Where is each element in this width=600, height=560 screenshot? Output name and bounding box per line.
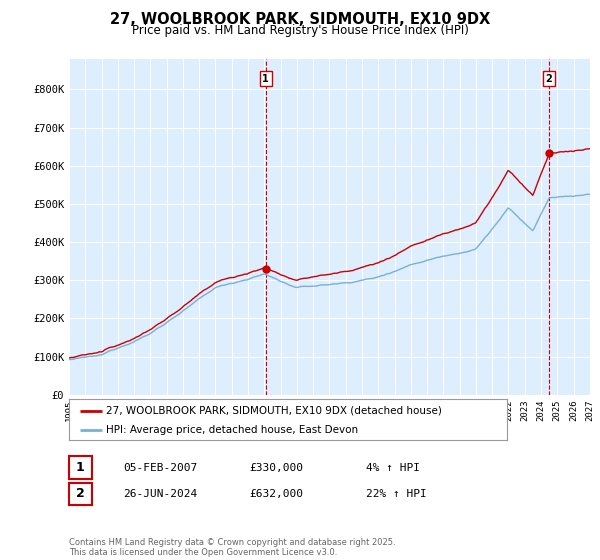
Text: 05-FEB-2007: 05-FEB-2007 <box>123 463 197 473</box>
Text: £632,000: £632,000 <box>249 489 303 499</box>
Text: 4% ↑ HPI: 4% ↑ HPI <box>366 463 420 473</box>
Text: £330,000: £330,000 <box>249 463 303 473</box>
Text: 27, WOOLBROOK PARK, SIDMOUTH, EX10 9DX: 27, WOOLBROOK PARK, SIDMOUTH, EX10 9DX <box>110 12 490 27</box>
Text: 1: 1 <box>76 461 85 474</box>
Text: Contains HM Land Registry data © Crown copyright and database right 2025.
This d: Contains HM Land Registry data © Crown c… <box>69 538 395 557</box>
Text: 2: 2 <box>76 487 85 501</box>
Text: Price paid vs. HM Land Registry's House Price Index (HPI): Price paid vs. HM Land Registry's House … <box>131 24 469 36</box>
Text: HPI: Average price, detached house, East Devon: HPI: Average price, detached house, East… <box>106 424 358 435</box>
Text: 2: 2 <box>545 74 552 84</box>
Text: 27, WOOLBROOK PARK, SIDMOUTH, EX10 9DX (detached house): 27, WOOLBROOK PARK, SIDMOUTH, EX10 9DX (… <box>106 405 442 416</box>
Text: 22% ↑ HPI: 22% ↑ HPI <box>366 489 427 499</box>
Text: 1: 1 <box>262 74 269 84</box>
Text: 26-JUN-2024: 26-JUN-2024 <box>123 489 197 499</box>
